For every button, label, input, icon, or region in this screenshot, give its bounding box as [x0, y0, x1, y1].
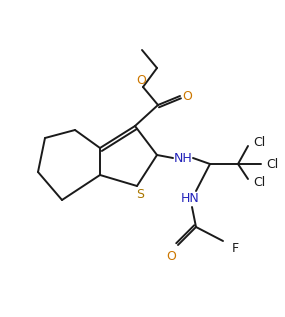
Text: NH: NH — [174, 152, 192, 165]
Text: O: O — [166, 249, 176, 262]
Text: Cl: Cl — [253, 176, 265, 189]
Text: Cl: Cl — [253, 137, 265, 150]
Text: O: O — [182, 89, 192, 102]
Text: HN: HN — [181, 192, 199, 205]
Text: Cl: Cl — [266, 158, 278, 171]
Text: O: O — [136, 74, 146, 87]
Text: S: S — [136, 189, 144, 202]
Text: F: F — [231, 242, 239, 255]
